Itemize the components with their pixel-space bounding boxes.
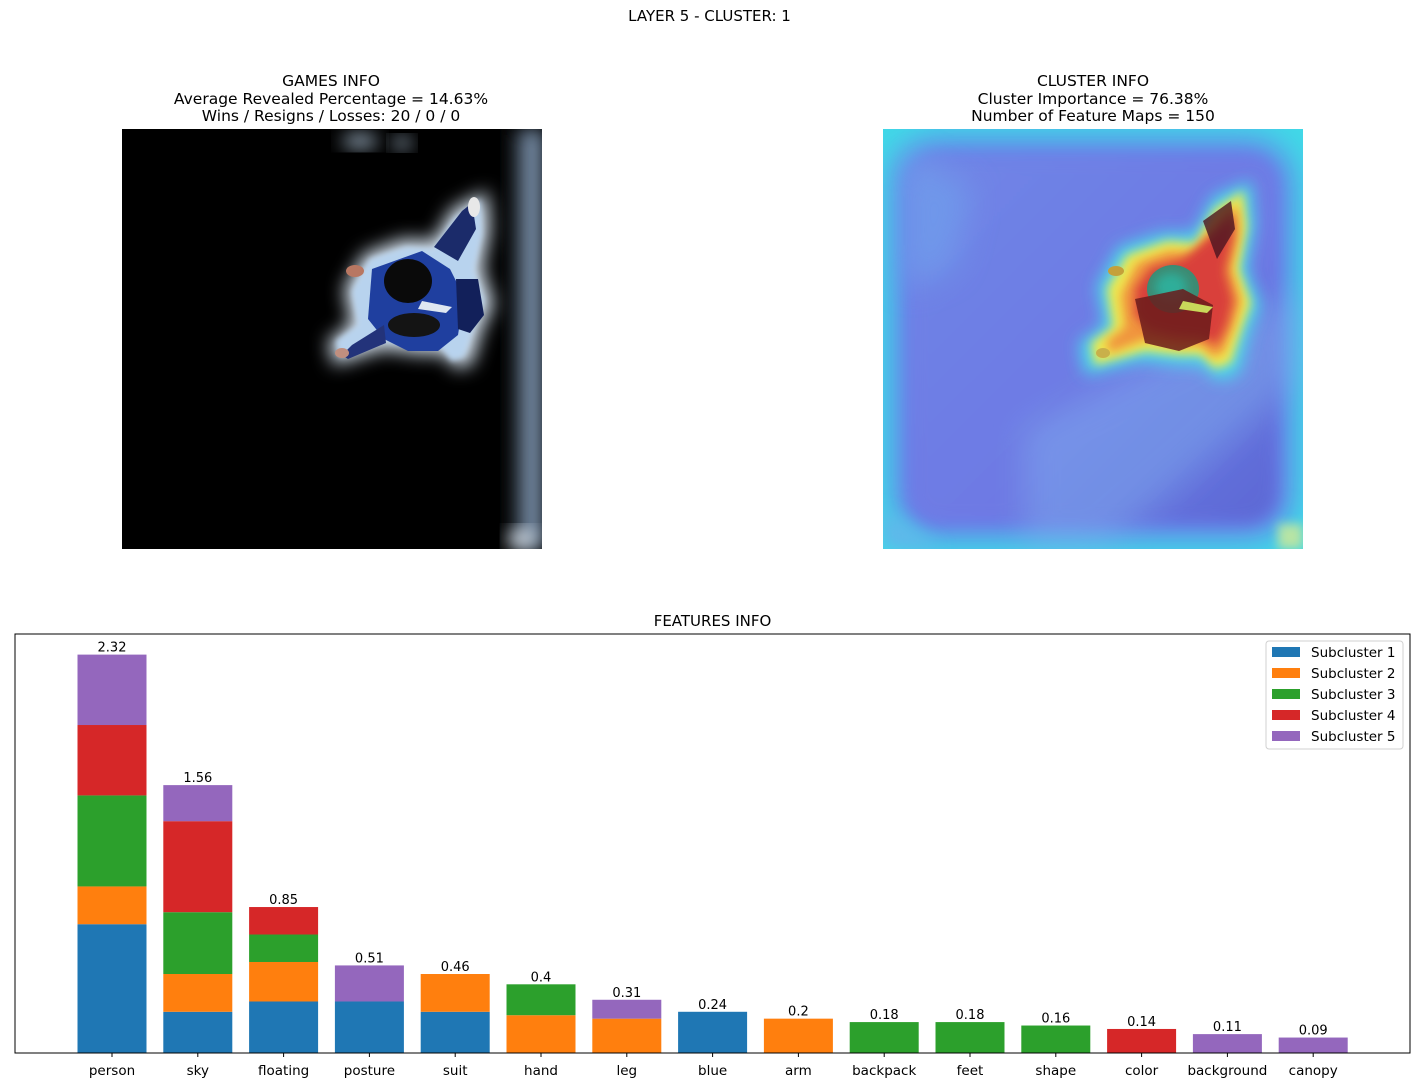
x-tick-label-hand: hand	[524, 1063, 558, 1079]
legend-label-subcluster-2: Subcluster 2	[1311, 666, 1396, 682]
cluster-importance: Cluster Importance = 76.38%	[977, 89, 1209, 108]
x-tick-label-shape: shape	[1035, 1063, 1076, 1079]
legend-swatch-subcluster-2	[1272, 668, 1300, 678]
bar-person-subcluster-4	[77, 725, 147, 796]
total-label-hand: 0.4	[531, 970, 552, 985]
bar-feet-subcluster-3	[935, 1022, 1005, 1053]
x-tick-label-posture: posture	[344, 1063, 395, 1079]
total-label-person: 2.32	[98, 641, 127, 656]
bar-background-subcluster-5	[1192, 1034, 1262, 1053]
x-tick-label-backpack: backpack	[852, 1063, 916, 1079]
total-label-shape: 0.16	[1041, 1012, 1070, 1027]
wins-resigns-losses: Wins / Resigns / Losses: 20 / 0 / 0	[201, 107, 461, 125]
bars-layer	[77, 654, 1348, 1053]
bar-arm-subcluster-2	[763, 1018, 833, 1053]
bar-blue-subcluster-1	[678, 1011, 748, 1053]
legend: Subcluster 1 Subcluster 2 Subcluster 3 Subc…	[1265, 640, 1404, 750]
legend-label-subcluster-3: Subcluster 3	[1311, 687, 1396, 703]
bar-posture-subcluster-5	[334, 965, 404, 1002]
bar-floating-subcluster-2	[249, 961, 319, 1002]
total-label-sky: 1.56	[183, 771, 212, 786]
x-tick-label-blue: blue	[698, 1063, 727, 1079]
x-tick-label-leg: leg	[616, 1063, 637, 1079]
total-label-leg: 0.31	[612, 986, 641, 1001]
bar-person-subcluster-1	[77, 924, 147, 1053]
bar-sky-subcluster-1	[163, 1011, 233, 1053]
bar-floating-subcluster-4	[249, 907, 319, 935]
bar-backpack-subcluster-3	[849, 1022, 919, 1053]
x-tick-label-suit: suit	[443, 1063, 468, 1079]
chart-axes-frame	[14, 633, 1411, 1054]
bar-person-subcluster-2	[77, 886, 147, 925]
legend-label-subcluster-4: Subcluster 4	[1311, 708, 1396, 724]
bar-shape-subcluster-3	[1021, 1025, 1091, 1053]
masked-skydiver-image	[122, 129, 542, 549]
figure-title: LAYER 5 - CLUSTER: 1	[628, 7, 791, 25]
bar-floating-subcluster-3	[249, 934, 319, 962]
total-label-color: 0.14	[1127, 1015, 1156, 1030]
average-revealed-percentage: Average Revealed Percentage = 14.63%	[173, 89, 489, 108]
total-label-arm: 0.2	[788, 1005, 809, 1020]
legend-swatch-subcluster-5	[1272, 731, 1300, 741]
cluster-heatmap-image	[883, 129, 1303, 549]
bar-leg-subcluster-2	[592, 1018, 662, 1053]
bar-suit-subcluster-1	[420, 1011, 490, 1053]
x-tick-label-sky: sky	[187, 1063, 209, 1079]
games-info-heading: GAMES INFO	[282, 72, 380, 90]
legend-box	[1265, 640, 1404, 750]
x-ticks-layer: person sky floating posture suit hand leg blue a…	[89, 1053, 1338, 1079]
total-label-blue: 0.24	[698, 998, 727, 1013]
labels-layer: 2.32 1.56 0.85 0.51 0.46 0.4 0.31 0.24 0.2 0.18 0.…	[98, 641, 1328, 1039]
bar-canopy-subcluster-5	[1278, 1037, 1348, 1053]
total-label-feet: 0.18	[956, 1008, 985, 1023]
x-tick-label-feet: feet	[957, 1063, 984, 1079]
legend-swatch-subcluster-3	[1272, 689, 1300, 699]
x-tick-label-background: background	[1187, 1063, 1267, 1079]
total-label-background: 0.11	[1213, 1020, 1242, 1035]
x-tick-label-floating: floating	[258, 1063, 309, 1079]
legend-swatch-subcluster-1	[1272, 647, 1300, 657]
number-of-feature-maps: Number of Feature Maps = 150	[971, 107, 1215, 125]
bar-leg-subcluster-5	[592, 999, 662, 1019]
cluster-info-title: CLUSTER INFO Cluster Importance = 76.38%…	[842, 72, 1344, 126]
bar-sky-subcluster-2	[163, 974, 233, 1012]
x-tick-label-arm: arm	[785, 1063, 812, 1079]
bar-sky-subcluster-3	[163, 912, 233, 975]
bar-floating-subcluster-1	[249, 1001, 319, 1053]
total-label-floating: 0.85	[269, 893, 298, 908]
bar-suit-subcluster-2	[420, 974, 490, 1012]
total-label-canopy: 0.09	[1299, 1024, 1328, 1039]
bar-sky-subcluster-4	[163, 821, 233, 913]
bar-person-subcluster-3	[77, 795, 147, 887]
legend-swatch-subcluster-4	[1272, 710, 1300, 720]
legend-label-subcluster-5: Subcluster 5	[1311, 729, 1396, 745]
bar-sky-subcluster-5	[163, 785, 233, 822]
total-label-suit: 0.46	[441, 960, 470, 975]
bar-hand-subcluster-2	[506, 1015, 576, 1053]
cluster-info-heading: CLUSTER INFO	[1036, 72, 1150, 90]
legend-label-subcluster-1: Subcluster 1	[1311, 645, 1396, 661]
bar-hand-subcluster-3	[506, 984, 576, 1016]
bar-posture-subcluster-1	[334, 1001, 404, 1053]
x-tick-label-color: color	[1125, 1063, 1159, 1079]
bar-color-subcluster-4	[1107, 1028, 1177, 1053]
total-label-posture: 0.51	[355, 951, 384, 966]
x-tick-label-canopy: canopy	[1289, 1063, 1338, 1079]
total-label-backpack: 0.18	[870, 1008, 899, 1023]
x-tick-label-person: person	[89, 1063, 135, 1079]
features-chart-title: FEATURES INFO	[653, 612, 772, 630]
bar-person-subcluster-5	[77, 654, 147, 726]
games-info-title: GAMES INFO Average Revealed Percentage =…	[80, 72, 582, 126]
